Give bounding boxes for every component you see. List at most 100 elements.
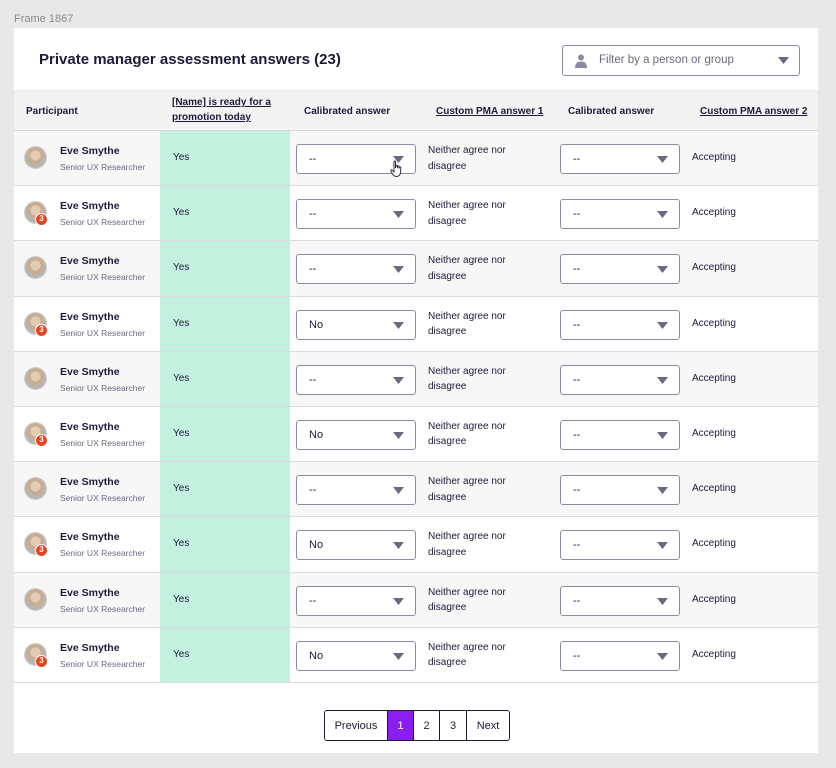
custom-pma-answer-1: Neither agree nor disagree xyxy=(428,420,506,448)
participant-role: Senior UX Researcher xyxy=(60,548,146,559)
select-value: -- xyxy=(573,428,581,441)
chevron-down-icon xyxy=(657,542,668,550)
participant-role: Senior UX Researcher xyxy=(60,382,146,393)
participant-name: Eve Smythe xyxy=(60,200,120,213)
avatar xyxy=(24,146,47,169)
page-3-button[interactable]: 3 xyxy=(440,711,467,740)
promotion-ready-cell: Yes xyxy=(160,296,290,351)
chevron-down-icon xyxy=(393,542,404,550)
chevron-down-icon xyxy=(393,597,404,605)
calibrated-answer-select[interactable]: -- xyxy=(296,254,416,285)
promotion-ready-value: Yes xyxy=(173,483,190,495)
promotion-ready-value: Yes xyxy=(173,207,190,219)
calibrated-answer-select[interactable]: -- xyxy=(296,364,416,395)
calibrated-answer-select[interactable]: -- xyxy=(560,309,680,340)
participant-name: Eve Smythe xyxy=(60,531,120,544)
filter-placeholder: Filter by a person or group xyxy=(599,54,734,66)
calibrated-answer-select[interactable]: -- xyxy=(560,475,680,506)
column-header: Participant xyxy=(26,106,78,117)
calibrated-answer-select[interactable]: -- xyxy=(296,199,416,230)
calibrated-answer-select[interactable]: -- xyxy=(560,144,680,174)
promotion-ready-cell: Yes xyxy=(160,517,290,572)
custom-pma-answer-2: Accepting xyxy=(692,538,736,550)
custom-pma-answer-2: Accepting xyxy=(692,427,736,439)
select-value: -- xyxy=(573,484,581,497)
calibrated-answer-select[interactable]: -- xyxy=(560,199,680,230)
chevron-down-icon xyxy=(393,376,404,384)
table-row: Eve Smythe Senior UX Researcher Yes -- Neith… xyxy=(14,131,818,187)
calibrated-answer-select[interactable]: -- xyxy=(296,144,416,174)
chevron-down-icon xyxy=(393,431,404,439)
calibrated-answer-select[interactable]: -- xyxy=(296,475,416,506)
calibrated-answer-select[interactable]: -- xyxy=(296,585,416,616)
table-row: Eve Smythe Senior UX Researcher Yes -- Neith… xyxy=(14,351,818,407)
column-header[interactable]: Custom PMA answer 1 xyxy=(436,106,544,117)
chevron-down-icon xyxy=(657,156,668,163)
promotion-ready-value: Yes xyxy=(173,648,190,660)
calibrated-answer-select[interactable]: No xyxy=(296,530,416,561)
participant-role: Senior UX Researcher xyxy=(60,437,146,448)
notification-badge: 3 xyxy=(35,213,48,227)
column-header[interactable]: [Name] is ready for a promotion today xyxy=(172,97,271,123)
select-value: -- xyxy=(309,208,317,221)
select-value: -- xyxy=(309,263,317,276)
calibrated-answer-select[interactable]: -- xyxy=(560,585,680,616)
avatar xyxy=(24,477,47,501)
page-2-button[interactable]: 2 xyxy=(414,711,440,740)
table-row: Eve Smythe Senior UX Researcher Yes -- Neith… xyxy=(14,241,818,297)
table-row: 3 Eve Smythe Senior UX Researcher Yes No Neit… xyxy=(14,517,818,573)
column-header[interactable]: Custom PMA answer 2 xyxy=(700,106,808,117)
promotion-ready-value: Yes xyxy=(173,593,190,605)
calibrated-answer-select[interactable]: -- xyxy=(560,640,680,671)
calibrated-answer-select[interactable]: No xyxy=(296,640,416,671)
table-row: 3 Eve Smythe Senior UX Researcher Yes No Neit… xyxy=(14,296,818,352)
table-header: Participant [Name] is ready for a promoti… xyxy=(14,90,818,131)
select-value: No xyxy=(309,539,324,552)
calibrated-answer-select[interactable]: -- xyxy=(560,530,680,561)
select-value: -- xyxy=(573,539,581,552)
calibrated-answer-select[interactable]: -- xyxy=(560,364,680,395)
select-value: -- xyxy=(309,484,317,497)
avatar xyxy=(24,587,47,611)
promotion-ready-cell: Yes xyxy=(160,572,290,627)
participant-role: Senior UX Researcher xyxy=(60,603,146,614)
select-value: -- xyxy=(573,318,581,331)
page-title: Private manager assessment answers (23) xyxy=(39,51,341,68)
promotion-ready-cell: Yes xyxy=(160,186,290,241)
hand-cursor-icon xyxy=(390,160,402,177)
participant-role: Senior UX Researcher xyxy=(60,493,146,504)
custom-pma-answer-1: Neither agree nor disagree xyxy=(428,145,506,172)
calibrated-answer-select[interactable]: No xyxy=(296,309,416,340)
chevron-down-icon xyxy=(393,321,404,329)
participant-name: Eve Smythe xyxy=(60,255,120,268)
chevron-down-icon xyxy=(657,376,668,384)
select-value: -- xyxy=(573,263,581,276)
participant-role: Senior UX Researcher xyxy=(60,217,146,228)
custom-pma-answer-1: Neither agree nor disagree xyxy=(428,641,506,669)
calibrated-answer-select[interactable]: -- xyxy=(560,419,680,450)
next-page-button[interactable]: Next xyxy=(467,711,509,740)
promotion-ready-cell: Yes xyxy=(160,241,290,296)
page-1-button[interactable]: 1 xyxy=(388,711,414,740)
select-value: -- xyxy=(573,153,581,165)
filter-dropdown[interactable]: Filter by a person or group xyxy=(562,45,800,76)
promotion-ready-cell: Yes xyxy=(160,627,290,682)
chevron-down-icon xyxy=(393,487,404,495)
previous-page-button[interactable]: Previous xyxy=(325,711,388,740)
promotion-ready-value: Yes xyxy=(173,152,190,163)
custom-pma-answer-1: Neither agree nor disagree xyxy=(428,255,506,282)
participant-name: Eve Smythe xyxy=(60,365,120,378)
chevron-down-icon xyxy=(657,487,668,495)
table-row: 3 Eve Smythe Senior UX Researcher Yes -- Neit… xyxy=(14,186,818,242)
table-row: Eve Smythe Senior UX Researcher Yes -- Neith… xyxy=(14,462,818,518)
avatar xyxy=(24,366,47,390)
custom-pma-answer-2: Accepting xyxy=(692,317,736,329)
calibrated-answer-select[interactable]: No xyxy=(296,419,416,450)
calibrated-answer-select[interactable]: -- xyxy=(560,254,680,285)
notification-badge: 3 xyxy=(35,544,48,558)
participant-name: Eve Smythe xyxy=(60,420,120,433)
select-value: No xyxy=(309,318,324,331)
chevron-down-icon xyxy=(657,266,668,274)
custom-pma-answer-1: Neither agree nor disagree xyxy=(428,310,506,338)
assessment-card: Private manager assessment answers (23) … xyxy=(14,28,818,753)
